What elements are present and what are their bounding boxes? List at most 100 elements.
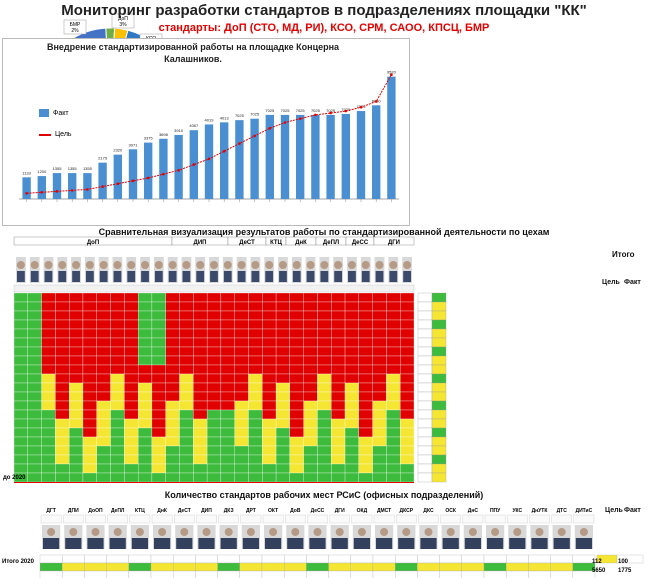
cell-3-6 — [96, 319, 111, 330]
cell-0-16 — [234, 292, 249, 303]
goal-cell-9 — [417, 373, 433, 384]
cell-10-12 — [179, 382, 194, 393]
cell-0-4 — [69, 292, 84, 303]
cell-10-19 — [275, 382, 291, 393]
cell-11-6 — [96, 391, 111, 402]
cell-2-7 — [110, 310, 125, 321]
cell-12-1 — [27, 400, 42, 411]
cell-3-13 — [193, 319, 208, 330]
bar-chart-svg: 1133 1200 1355 1355 1355 2175 2320 3071 3375 3698… — [19, 70, 399, 202]
cell-8-1 — [27, 364, 42, 375]
cell-20-13 — [193, 472, 208, 483]
cell-1-6 — [96, 301, 111, 312]
goal-cell-1 — [417, 301, 433, 312]
cell-12-6 — [96, 400, 111, 411]
cell-4-21 — [303, 328, 318, 339]
cell-15-9 — [137, 427, 153, 438]
cell-14-1 — [27, 418, 42, 429]
rsis-body-2 — [87, 538, 104, 549]
cell-14-15 — [220, 418, 235, 429]
cell-20-21 — [303, 472, 318, 483]
rsis-group-4: КТЦ — [135, 508, 145, 514]
rsis-head-7 — [202, 528, 211, 536]
cell-1-25 — [358, 301, 373, 312]
cell-10-25 — [358, 382, 373, 393]
cell-17-20 — [289, 445, 304, 456]
cell-4-10 — [151, 328, 166, 339]
cell-15-22 — [317, 427, 332, 438]
cell-3-2 — [41, 319, 56, 330]
cell-18-28 — [400, 454, 415, 465]
cell-17-9 — [137, 445, 153, 456]
photo-19 — [278, 257, 288, 283]
cell-7-23 — [331, 355, 346, 366]
goal-point-16 — [268, 126, 272, 130]
group-label-2: ДеСТ — [239, 240, 255, 246]
photo-head-26 — [375, 261, 384, 269]
cell-20-26 — [372, 472, 387, 483]
cell-1-28 — [400, 301, 415, 312]
bar-fact-23 — [372, 105, 381, 199]
rsis-head-12 — [313, 528, 322, 536]
page-title: Мониторинг разработки стандартов в подра… — [61, 2, 587, 19]
pie-callout-name-4: БМР — [70, 22, 81, 28]
cell-20-28 — [400, 472, 415, 483]
cell-3-0 — [13, 319, 28, 330]
photo-18 — [264, 257, 275, 283]
cell-2-20 — [289, 310, 304, 321]
cell-17-7 — [110, 445, 125, 456]
goal-cell-12 — [417, 400, 433, 411]
cell-3-8 — [124, 319, 139, 330]
cell-9-19 — [275, 373, 291, 384]
cell-3-15 — [220, 319, 235, 330]
cell-20-7 — [110, 472, 125, 483]
cell-16-23 — [331, 436, 346, 447]
cell-20-6 — [96, 472, 111, 483]
photo-10 — [153, 257, 164, 283]
cell-1-5 — [82, 301, 97, 312]
rsis-group-1: ДПИ — [68, 508, 79, 514]
cell-6-23 — [331, 346, 346, 357]
cell-10-2 — [41, 382, 56, 393]
photo-body-3 — [58, 271, 67, 282]
cell-5-11 — [165, 337, 180, 348]
cell-14-5 — [82, 418, 97, 429]
cell-9-24 — [344, 373, 359, 384]
rsis-body-0 — [43, 538, 60, 549]
bar-fact-16 — [265, 114, 274, 199]
photo-3 — [57, 257, 68, 283]
cell-14-7 — [110, 418, 125, 429]
group-label-1: ДИП — [194, 240, 207, 246]
cell-14-26 — [372, 418, 387, 429]
cell-8-13 — [193, 364, 208, 375]
cell-0-9 — [137, 292, 153, 303]
cell-8-9 — [137, 364, 153, 375]
rsis-name-16 — [396, 514, 417, 524]
rsis-cell-0-21 — [506, 554, 529, 564]
cell-20-8 — [124, 472, 139, 483]
cell-4-22 — [317, 328, 332, 339]
cell-14-27 — [386, 418, 401, 429]
cell-11-2 — [41, 391, 56, 402]
cell-8-26 — [372, 364, 387, 375]
bar-fact-9 — [159, 138, 168, 199]
cell-15-1 — [27, 427, 42, 438]
bar-fact-12 — [204, 124, 214, 199]
photo-head-14 — [210, 261, 218, 269]
cell-7-14 — [206, 355, 222, 366]
rsis-name-10 — [262, 514, 284, 524]
cell-5-17 — [248, 337, 263, 348]
cell-14-16 — [234, 418, 249, 429]
goal-cell-20 — [417, 472, 433, 483]
cell-7-6 — [96, 355, 111, 366]
cell-15-23 — [331, 427, 346, 438]
cell-9-1 — [27, 373, 42, 384]
bar-label-18: 7025 — [296, 108, 306, 113]
photo-24 — [347, 257, 357, 283]
cell-8-10 — [151, 364, 166, 375]
cell-10-10 — [151, 382, 166, 393]
cell-19-2 — [41, 463, 56, 474]
cell-17-27 — [386, 445, 401, 456]
cell-1-2 — [41, 301, 56, 312]
rsis-name-3 — [107, 514, 128, 524]
